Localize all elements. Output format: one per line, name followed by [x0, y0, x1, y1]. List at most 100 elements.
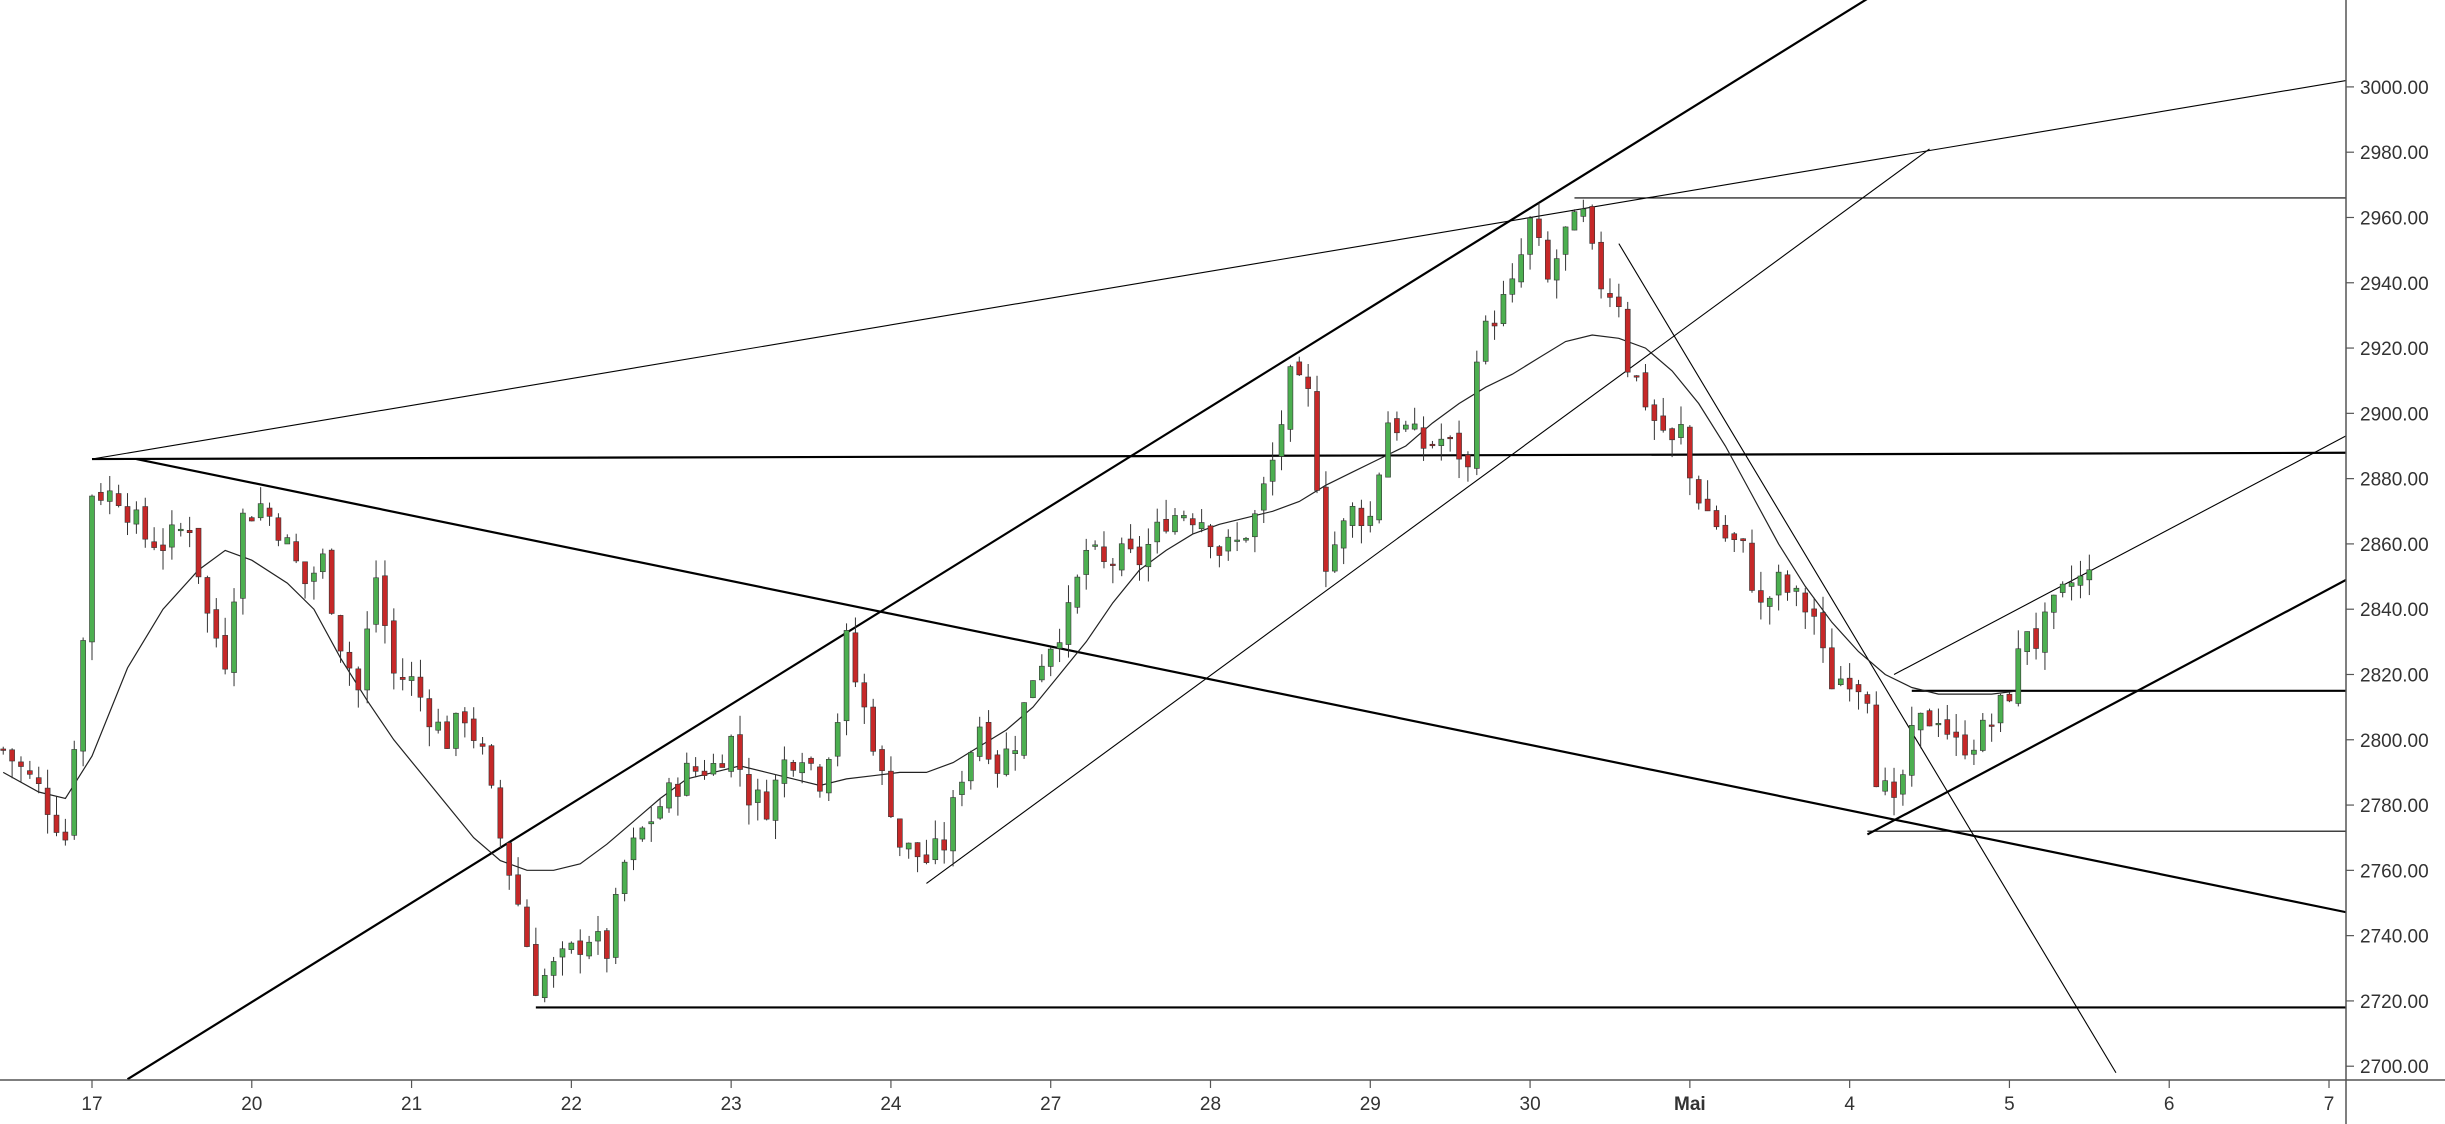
- candle[interactable]: [1305, 364, 1311, 407]
- candle[interactable]: [497, 779, 504, 849]
- candle[interactable]: [1846, 663, 1853, 702]
- time-scale[interactable]: 17 20 21 22 23 24 27 28 29 30 Mai 4 5 6 7: [81, 1080, 2334, 1115]
- candle[interactable]: [1447, 435, 1453, 452]
- candle[interactable]: [71, 740, 78, 840]
- candle[interactable]: [2033, 612, 2039, 660]
- candle[interactable]: [1163, 499, 1169, 534]
- candle[interactable]: [1127, 524, 1134, 554]
- candle[interactable]: [1917, 712, 1924, 749]
- moving-average-line[interactable]: [2, 334, 2019, 871]
- candle[interactable]: [1873, 691, 1880, 788]
- trend-line-1[interactable]: [91, 64, 2444, 460]
- candle[interactable]: [1829, 628, 1835, 690]
- candle[interactable]: [1837, 666, 1844, 687]
- candle[interactable]: [1411, 407, 1418, 431]
- candle[interactable]: [754, 778, 761, 821]
- candle[interactable]: [1465, 451, 1471, 482]
- candle[interactable]: [968, 750, 974, 790]
- candle[interactable]: [160, 528, 166, 570]
- candle[interactable]: [1758, 571, 1764, 620]
- candle[interactable]: [1607, 278, 1613, 308]
- candle[interactable]: [586, 935, 592, 960]
- candle[interactable]: [976, 716, 983, 762]
- candle[interactable]: [870, 698, 876, 756]
- candle[interactable]: [1234, 522, 1240, 552]
- candle[interactable]: [1722, 515, 1729, 542]
- candle[interactable]: [1891, 767, 1897, 816]
- candle[interactable]: [1491, 310, 1498, 340]
- candle[interactable]: [1482, 315, 1489, 365]
- candle[interactable]: [417, 659, 424, 712]
- candle[interactable]: [1687, 425, 1693, 496]
- candle[interactable]: [142, 497, 149, 548]
- candle[interactable]: [1438, 423, 1445, 461]
- candle[interactable]: [391, 608, 397, 690]
- candle[interactable]: [1287, 364, 1294, 442]
- candle[interactable]: [1678, 406, 1684, 445]
- candle[interactable]: [1651, 399, 1658, 440]
- candle[interactable]: [177, 522, 184, 537]
- candle[interactable]: [604, 928, 610, 973]
- candle[interactable]: [861, 673, 868, 724]
- candle[interactable]: [1669, 427, 1675, 458]
- candle[interactable]: [346, 641, 353, 686]
- candle[interactable]: [257, 487, 264, 521]
- candle[interactable]: [1252, 509, 1258, 553]
- candle[interactable]: [1118, 537, 1125, 577]
- candle[interactable]: [453, 712, 459, 757]
- candle[interactable]: [1926, 708, 1933, 727]
- trend-line-6[interactable]: [1618, 243, 2117, 1074]
- candle[interactable]: [444, 715, 450, 750]
- candle[interactable]: [941, 822, 947, 864]
- candle[interactable]: [515, 857, 521, 907]
- candle[interactable]: [1980, 713, 1986, 753]
- candle[interactable]: [2068, 565, 2075, 601]
- candle[interactable]: [1536, 202, 1542, 246]
- candle[interactable]: [302, 561, 308, 599]
- candle[interactable]: [1154, 508, 1161, 554]
- candle[interactable]: [408, 661, 415, 696]
- candle[interactable]: [1820, 596, 1826, 663]
- candle[interactable]: [1784, 570, 1791, 601]
- candle[interactable]: [675, 777, 681, 816]
- candle[interactable]: [231, 588, 237, 687]
- candle[interactable]: [692, 757, 699, 778]
- candle[interactable]: [435, 708, 442, 734]
- candle[interactable]: [719, 754, 726, 768]
- candle[interactable]: [506, 841, 513, 890]
- candle[interactable]: [1376, 472, 1382, 524]
- candle[interactable]: [550, 956, 557, 988]
- candle[interactable]: [1474, 350, 1480, 476]
- candle[interactable]: [248, 516, 255, 522]
- candle[interactable]: [89, 494, 95, 661]
- candle[interactable]: [834, 713, 841, 767]
- candle[interactable]: [1553, 249, 1560, 299]
- candle[interactable]: [666, 777, 672, 813]
- candle[interactable]: [1882, 767, 1888, 796]
- candle[interactable]: [1385, 411, 1391, 478]
- candle[interactable]: [1580, 199, 1587, 223]
- candle[interactable]: [355, 666, 362, 708]
- candle[interactable]: [1172, 508, 1178, 535]
- candle[interactable]: [1269, 442, 1276, 496]
- candle[interactable]: [1083, 538, 1090, 590]
- candle[interactable]: [1749, 529, 1755, 593]
- candle[interactable]: [186, 516, 193, 548]
- candle[interactable]: [1900, 769, 1906, 806]
- candle[interactable]: [1039, 654, 1045, 683]
- candle[interactable]: [2006, 692, 2013, 703]
- candle[interactable]: [320, 548, 326, 579]
- candle[interactable]: [1260, 476, 1267, 524]
- candle[interactable]: [1021, 702, 1027, 759]
- candle[interactable]: [35, 766, 42, 794]
- candle[interactable]: [985, 710, 992, 765]
- candle[interactable]: [1225, 529, 1232, 561]
- candle[interactable]: [701, 759, 708, 780]
- candle[interactable]: [373, 560, 379, 633]
- candle[interactable]: [213, 598, 220, 648]
- candle[interactable]: [426, 689, 433, 747]
- candle[interactable]: [204, 575, 211, 633]
- candle[interactable]: [1624, 301, 1631, 378]
- candle[interactable]: [462, 707, 468, 738]
- candle[interactable]: [772, 774, 779, 840]
